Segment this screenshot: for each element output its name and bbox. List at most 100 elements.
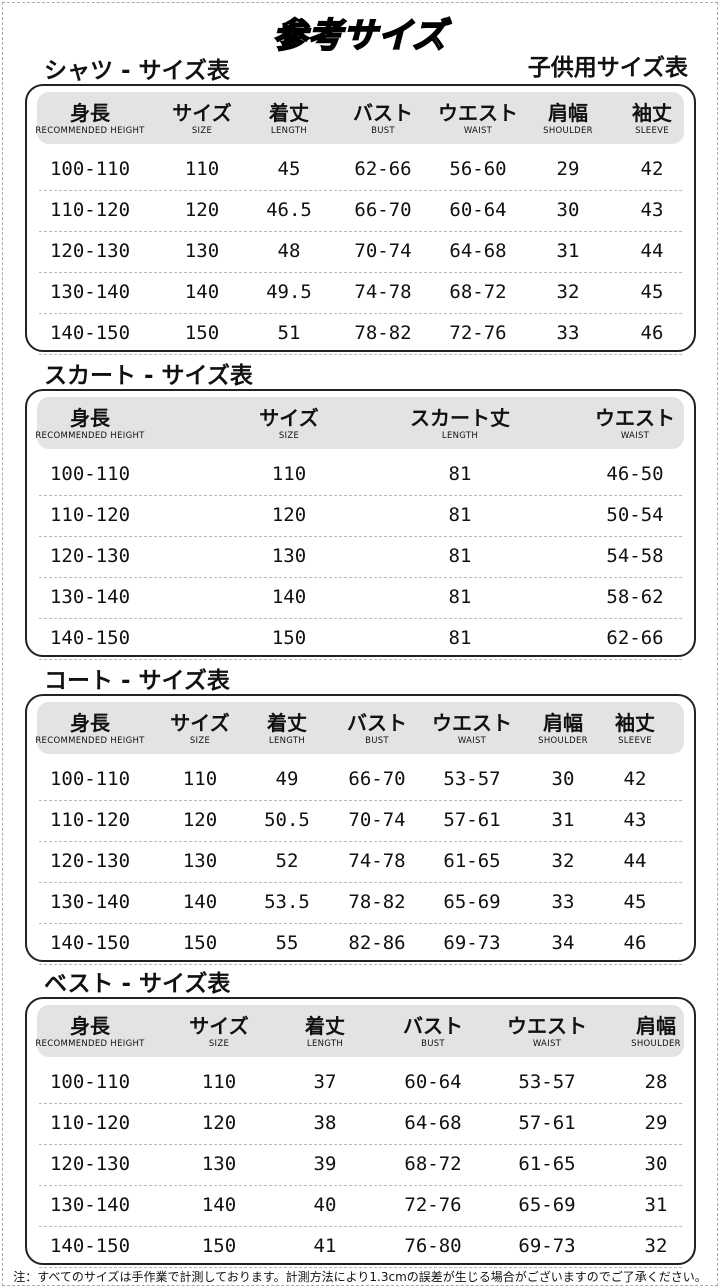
table-cell: 81 (448, 627, 472, 649)
table-cell: 53-57 (518, 1071, 576, 1093)
header-label: ウエスト (432, 711, 512, 735)
table-cell: 120-130 (49, 545, 131, 567)
table-cell: 62-66 (354, 158, 412, 180)
table-cell: 31 (644, 1194, 668, 1216)
table-cell: 100-110 (49, 463, 131, 485)
table-row: 100-110 110 49 66-70 53-57 30 42 (39, 760, 682, 801)
table-cell: 54-58 (606, 545, 664, 567)
table-cell: 61-65 (443, 850, 501, 872)
table-cell: 46-50 (606, 463, 664, 485)
header-label-en: SHOULDER (538, 736, 588, 746)
table-cell: 66-70 (354, 199, 412, 221)
table-cell: 60-64 (404, 1071, 462, 1093)
table-cell: 78-82 (348, 891, 406, 913)
table-cell: 45 (277, 158, 301, 180)
table-cell: 46 (623, 932, 647, 954)
table-cell: 130-140 (49, 1194, 131, 1216)
table-cell: 110 (182, 768, 218, 790)
header-label-en: LENGTH (268, 736, 306, 746)
table-cell: 130 (201, 1153, 237, 1175)
table-cell: 50-54 (606, 504, 664, 526)
table-cell: 40 (313, 1194, 337, 1216)
table-cell: 43 (640, 199, 664, 221)
table-row: 110-120 120 38 64-68 57-61 29 (39, 1104, 682, 1145)
header-label: ウエスト (595, 406, 675, 430)
table-row: 130-140 140 53.5 78-82 65-69 33 45 (39, 883, 682, 924)
section-title: コート - サイズ表 (44, 668, 230, 694)
header-label: ウエスト (507, 1014, 587, 1038)
table-row: 140-150 150 55 82-86 69-73 34 46 (39, 924, 682, 965)
table-cell: 74-78 (354, 281, 412, 303)
table-cell: 140-150 (49, 1235, 131, 1257)
table-cell: 30 (556, 199, 580, 221)
table-cell: 81 (448, 504, 472, 526)
table-cell: 150 (271, 627, 307, 649)
size-table: 身長 RECOMMENDED HEIGHT サイズ SIZE スカート丈 LENGTH ウエ… (25, 389, 696, 660)
table-cell: 110-120 (49, 809, 131, 831)
table-row: 130-140 140 81 58-62 (39, 578, 682, 619)
table-row: 120-130 130 81 54-58 (39, 537, 682, 578)
header-label: 身長 (70, 406, 110, 430)
table-cell: 70-74 (354, 240, 412, 262)
header-label: 着丈 (305, 1014, 345, 1038)
table-cell: 46 (640, 322, 664, 344)
table-cell: 39 (313, 1153, 337, 1175)
size-table: 身長 RECOMMENDED HEIGHT サイズ SIZE 着丈 LENGTH バスト BU… (25, 997, 696, 1268)
header-label-en: RECOMMENDED HEIGHT (35, 736, 145, 746)
table-cell: 78-82 (354, 322, 412, 344)
header-label-en: SHOULDER (631, 1039, 681, 1049)
header-label-en: LENGTH (441, 431, 479, 441)
table-row: 120-130 130 48 70-74 64-68 31 44 (39, 232, 682, 273)
table-cell: 29 (644, 1112, 668, 1134)
table-cell: 31 (551, 809, 575, 831)
table-row: 100-110 110 45 62-66 56-60 29 42 (39, 150, 682, 191)
table-cell: 140-150 (49, 627, 131, 649)
table-cell: 53-57 (443, 768, 501, 790)
table-cell: 55 (275, 932, 299, 954)
table-cell: 76-80 (404, 1235, 462, 1257)
table-header: 身長 RECOMMENDED HEIGHT サイズ SIZE 着丈 LENGTH バスト BU… (35, 92, 684, 144)
header-label-en: LENGTH (306, 1039, 344, 1049)
header-label: 着丈 (267, 711, 307, 735)
header-label-en: RECOMMENDED HEIGHT (35, 126, 145, 136)
table-cell: 82-86 (348, 932, 406, 954)
table-row: 130-140 140 40 72-76 65-69 31 (39, 1186, 682, 1227)
table-cell: 49 (275, 768, 299, 790)
table-cell: 52 (275, 850, 299, 872)
table-cell: 60-64 (449, 199, 507, 221)
table-cell: 33 (551, 891, 575, 913)
table-cell: 46.5 (266, 199, 312, 221)
header-label: 肩幅 (543, 711, 583, 735)
table-cell: 62-66 (606, 627, 664, 649)
header-label-en: BUST (421, 1039, 445, 1049)
table-cell: 37 (313, 1071, 337, 1093)
table-cell: 140 (182, 891, 218, 913)
table-cell: 130 (271, 545, 307, 567)
table-header: 身長 RECOMMENDED HEIGHT サイズ SIZE 着丈 LENGTH バスト BU… (35, 702, 684, 754)
table-cell: 65-69 (443, 891, 501, 913)
table-row: 140-150 150 51 78-82 72-76 33 46 (39, 314, 682, 355)
table-cell: 45 (640, 281, 664, 303)
table-cell: 120 (184, 199, 220, 221)
header-label-en: RECOMMENDED HEIGHT (35, 431, 145, 441)
table-cell: 120 (182, 809, 218, 831)
table-cell: 110 (201, 1071, 237, 1093)
table-cell: 32 (556, 281, 580, 303)
table-cell: 43 (623, 809, 647, 831)
table-cell: 30 (644, 1153, 668, 1175)
table-cell: 68-72 (404, 1153, 462, 1175)
table-cell: 100-110 (49, 1071, 131, 1093)
table-cell: 120-130 (49, 850, 131, 872)
header-label: サイズ (259, 406, 319, 430)
table-row: 130-140 140 49.5 74-78 68-72 32 45 (39, 273, 682, 314)
header-label-en: RECOMMENDED HEIGHT (35, 1039, 145, 1049)
table-cell: 140 (201, 1194, 237, 1216)
table-cell: 120-130 (49, 240, 131, 262)
table-row: 110-120 120 50.5 70-74 57-61 31 43 (39, 801, 682, 842)
header-label-en: SHOULDER (543, 126, 593, 136)
table-cell: 140-150 (49, 932, 131, 954)
table-cell: 65-69 (518, 1194, 576, 1216)
page-title: 参考サイズ (272, 15, 447, 57)
table-cell: 61-65 (518, 1153, 576, 1175)
table-cell: 57-61 (518, 1112, 576, 1134)
